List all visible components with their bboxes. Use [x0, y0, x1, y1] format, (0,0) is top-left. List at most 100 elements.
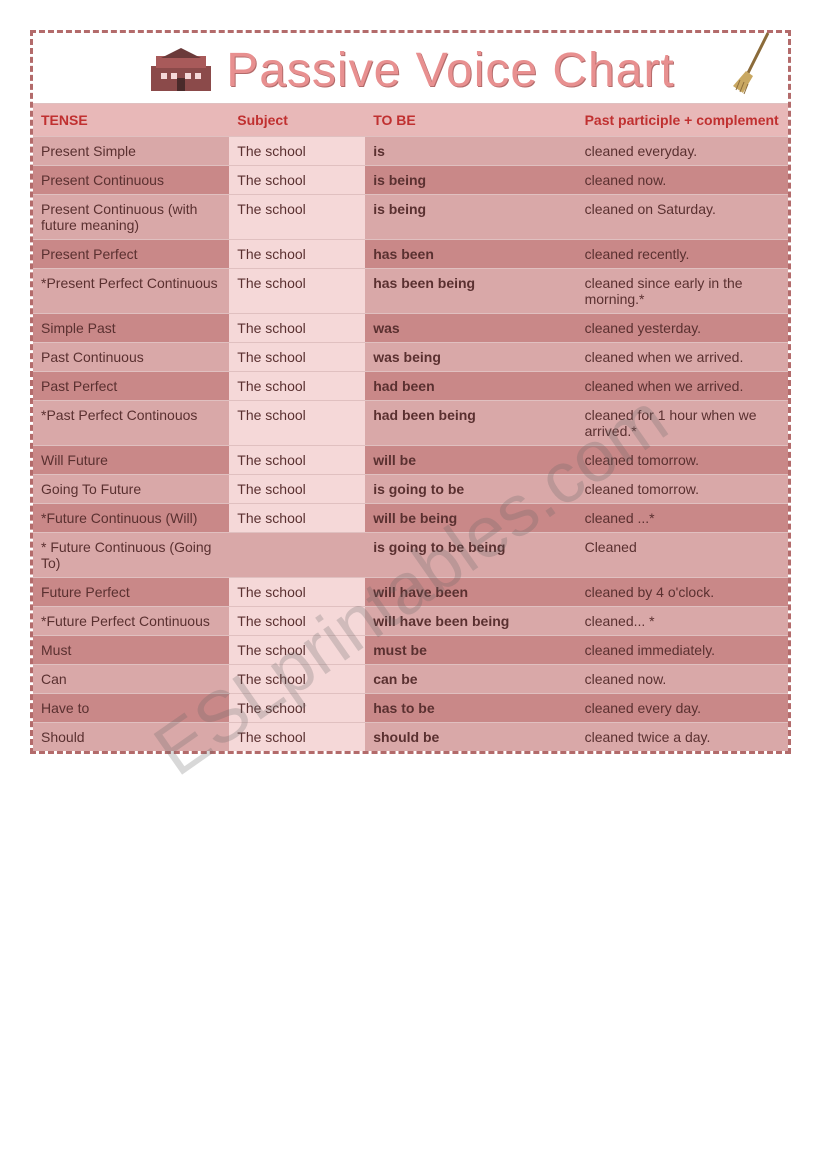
cell-subject: The school	[229, 607, 365, 636]
cell-subject: The school	[229, 343, 365, 372]
cell-tobe: will have been	[365, 578, 576, 607]
header: Passive Voice Chart	[33, 33, 788, 103]
cell-complement: cleaned recently.	[577, 240, 788, 269]
cell-tense: Future Perfect	[33, 578, 229, 607]
cell-tense: Have to	[33, 694, 229, 723]
cell-tense: Simple Past	[33, 314, 229, 343]
cell-subject: The school	[229, 694, 365, 723]
cell-complement: cleaned now.	[577, 665, 788, 694]
table-row: MustThe schoolmust becleaned immediately…	[33, 636, 788, 665]
cell-tense: Should	[33, 723, 229, 752]
cell-tobe: should be	[365, 723, 576, 752]
table-row: *Present Perfect ContinuousThe schoolhas…	[33, 269, 788, 314]
cell-complement: cleaned immediately.	[577, 636, 788, 665]
page-title: Passive Voice Chart	[226, 43, 675, 98]
cell-tobe: must be	[365, 636, 576, 665]
cell-tobe: is	[365, 137, 576, 166]
cell-tobe: is going to be	[365, 475, 576, 504]
table-row: ShouldThe schoolshould becleaned twice a…	[33, 723, 788, 752]
cell-tense: Will Future	[33, 446, 229, 475]
cell-complement: cleaned every day.	[577, 694, 788, 723]
cell-tobe: is being	[365, 195, 576, 240]
cell-complement: cleaned for 1 hour when we arrived.*	[577, 401, 788, 446]
cell-tobe: is being	[365, 166, 576, 195]
table-row: * Future Continuous (Going To) is going t…	[33, 533, 788, 578]
cell-complement: cleaned since early in the morning.*	[577, 269, 788, 314]
cell-subject: The school	[229, 475, 365, 504]
cell-complement: cleaned when we arrived.	[577, 343, 788, 372]
cell-complement: cleaned yesterday.	[577, 314, 788, 343]
cell-complement: Cleaned	[577, 533, 788, 578]
cell-tense: *Present Perfect Continuous	[33, 269, 229, 314]
cell-subject: The school	[229, 723, 365, 752]
table-row: Simple PastThe schoolwascleaned yesterda…	[33, 314, 788, 343]
table-row: *Future Perfect ContinuousThe schoolwill…	[33, 607, 788, 636]
cell-subject	[229, 533, 365, 578]
cell-complement: cleaned twice a day.	[577, 723, 788, 752]
table-row: Present PerfectThe schoolhas beencleaned…	[33, 240, 788, 269]
table-row: *Future Continuous (Will)The schoolwill …	[33, 504, 788, 533]
table-row: Will FutureThe school will becleaned tom…	[33, 446, 788, 475]
cell-complement: cleaned everyday.	[577, 137, 788, 166]
cell-subject: The school	[229, 137, 365, 166]
cell-tobe: has been	[365, 240, 576, 269]
table-row: Have toThe schoolhas to becleaned every …	[33, 694, 788, 723]
header-tense: TENSE	[33, 104, 229, 137]
header-tobe: TO BE	[365, 104, 576, 137]
cell-tense: Going To Future	[33, 475, 229, 504]
table-row: Present SimpleThe schooliscleaned everyd…	[33, 137, 788, 166]
cell-complement: cleaned tomorrow.	[577, 446, 788, 475]
cell-subject: The school	[229, 504, 365, 533]
cell-tobe: is going to be being	[365, 533, 576, 578]
cell-tense: *Future Continuous (Will)	[33, 504, 229, 533]
cell-tense: Present Continuous	[33, 166, 229, 195]
cell-tobe: has been being	[365, 269, 576, 314]
cell-subject: The school	[229, 195, 365, 240]
school-icon	[146, 46, 216, 96]
cell-tense: *Past Perfect Continouos	[33, 401, 229, 446]
cell-complement: cleaned ...*	[577, 504, 788, 533]
header-subject: Subject	[229, 104, 365, 137]
cell-subject: The school	[229, 372, 365, 401]
cell-subject: The school	[229, 665, 365, 694]
broom-icon	[728, 28, 783, 98]
cell-tense: *Future Perfect Continuous	[33, 607, 229, 636]
table-row: Past ContinuousThe schoolwas beingcleane…	[33, 343, 788, 372]
cell-tense: * Future Continuous (Going To)	[33, 533, 229, 578]
table-row: Future PerfectThe schoolwill have beencl…	[33, 578, 788, 607]
cell-tobe: will have been being	[365, 607, 576, 636]
cell-complement: cleaned now.	[577, 166, 788, 195]
cell-tense: Present Simple	[33, 137, 229, 166]
cell-tobe: was	[365, 314, 576, 343]
table-header-row: TENSE Subject TO BE Past participle + co…	[33, 104, 788, 137]
cell-tobe: will be	[365, 446, 576, 475]
cell-tobe: has to be	[365, 694, 576, 723]
cell-tense: Present Continuous (with future meaning)	[33, 195, 229, 240]
table-row: Going To FutureThe schoolis going to bec…	[33, 475, 788, 504]
cell-complement: cleaned when we arrived.	[577, 372, 788, 401]
cell-complement: cleaned... *	[577, 607, 788, 636]
table-row: Present ContinuousThe schoolis beingclea…	[33, 166, 788, 195]
cell-subject: The school	[229, 636, 365, 665]
cell-tobe: was being	[365, 343, 576, 372]
cell-complement: cleaned on Saturday.	[577, 195, 788, 240]
cell-tobe: can be	[365, 665, 576, 694]
cell-tense: Can	[33, 665, 229, 694]
cell-tense: Present Perfect	[33, 240, 229, 269]
cell-subject: The school	[229, 166, 365, 195]
table-row: *Past Perfect ContinouosThe schoolhad be…	[33, 401, 788, 446]
cell-subject: The school	[229, 240, 365, 269]
cell-tense: Must	[33, 636, 229, 665]
cell-complement: cleaned tomorrow.	[577, 475, 788, 504]
cell-subject: The school	[229, 578, 365, 607]
cell-tense: Past Perfect	[33, 372, 229, 401]
cell-tobe: had been	[365, 372, 576, 401]
header-complement: Past participle + complement	[577, 104, 788, 137]
table-row: CanThe schoolcan becleaned now.	[33, 665, 788, 694]
cell-tobe: had been being	[365, 401, 576, 446]
cell-subject: The school	[229, 401, 365, 446]
cell-subject: The school	[229, 446, 365, 475]
cell-tobe: will be being	[365, 504, 576, 533]
table-row: Past PerfectThe schoolhad beencleaned wh…	[33, 372, 788, 401]
page-container: Passive Voice Chart TENSE Subject TO BE …	[30, 30, 791, 754]
